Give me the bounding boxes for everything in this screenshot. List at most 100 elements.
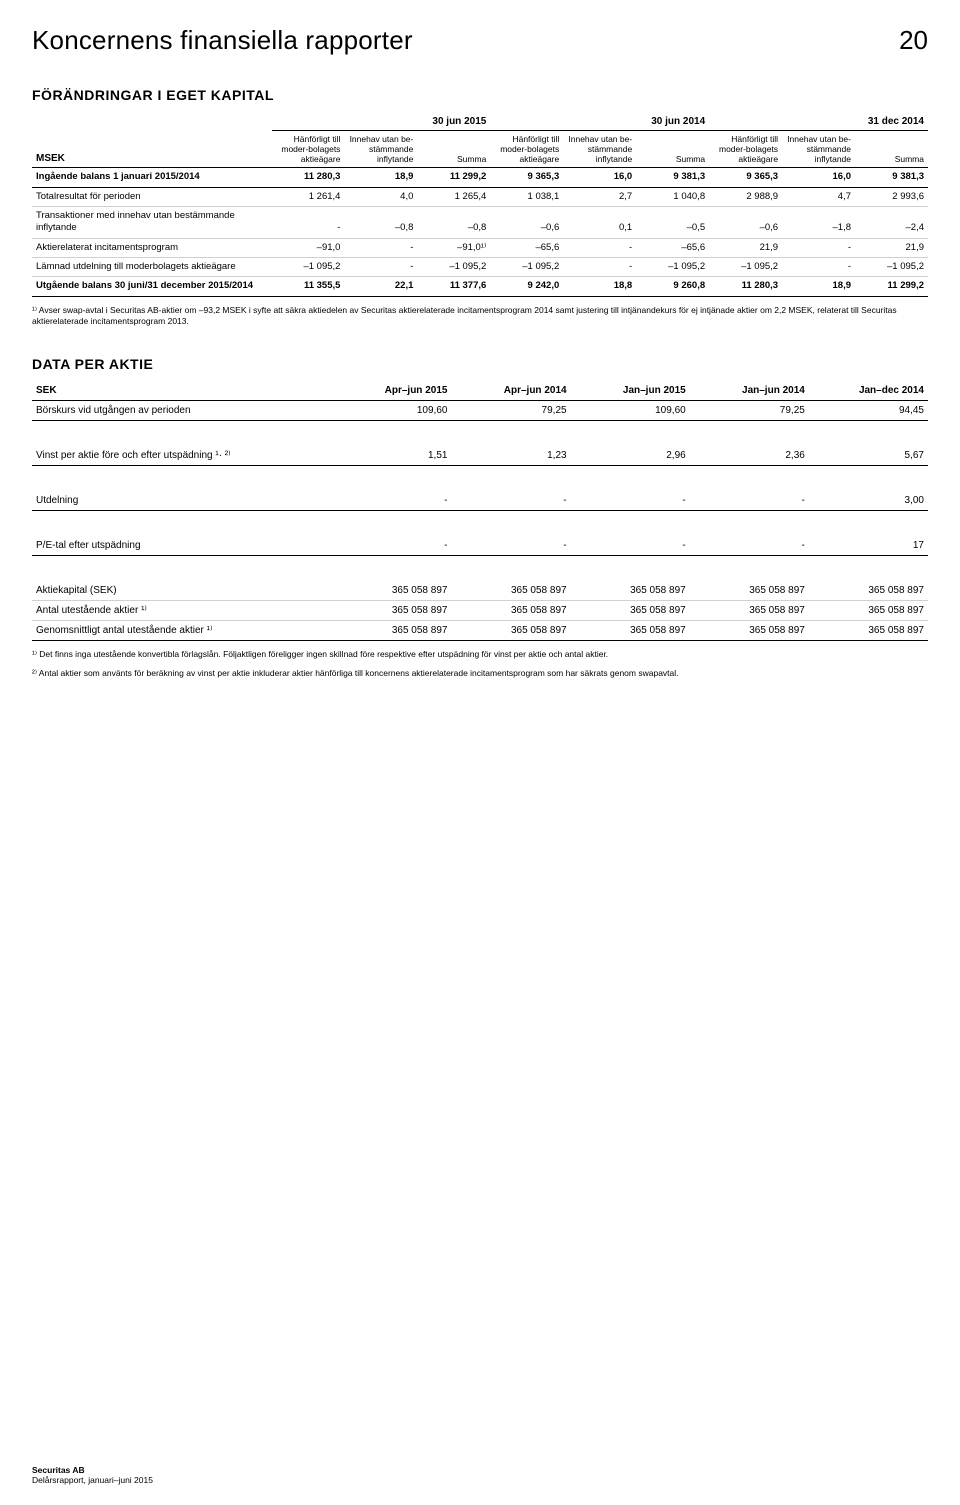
row-label: Antal utestående aktier ¹⁾ bbox=[32, 600, 332, 620]
page-number: 20 bbox=[899, 24, 928, 58]
dpa-header: Jan–jun 2014 bbox=[690, 381, 809, 401]
col-header: Innehav utan be-stämmande inflytande bbox=[782, 130, 855, 167]
table-row: Genomsnittligt antal utestående aktier ¹… bbox=[32, 620, 928, 640]
equity-table: 30 jun 2015 30 jun 2014 31 dec 2014 MSEK… bbox=[32, 112, 928, 297]
cell-value: 365 058 897 bbox=[809, 620, 928, 640]
cell-value: 109,60 bbox=[571, 400, 690, 420]
cell-value: - bbox=[571, 536, 690, 556]
cell-value: –0,8 bbox=[417, 206, 490, 238]
cell-value: 365 058 897 bbox=[451, 600, 570, 620]
table-row: Aktierelaterat incitamentsprogram–91,0-–… bbox=[32, 238, 928, 257]
cell-value: 9 365,3 bbox=[490, 168, 563, 187]
cell-value: 18,8 bbox=[563, 277, 636, 296]
spacer-row bbox=[32, 555, 928, 581]
cell-value: –1 095,2 bbox=[417, 258, 490, 277]
page-title: Koncernens finansiella rapporter bbox=[32, 24, 413, 58]
cell-value: 9 260,8 bbox=[636, 277, 709, 296]
cell-value: 11 280,3 bbox=[709, 277, 782, 296]
row-label: Börskurs vid utgången av perioden bbox=[32, 400, 332, 420]
cell-value: 109,60 bbox=[332, 400, 451, 420]
cell-value: –0,8 bbox=[344, 206, 417, 238]
col-header: Hänförligt till moder-bolagets aktieägar… bbox=[490, 130, 563, 167]
period-header: 30 jun 2014 bbox=[490, 112, 709, 131]
table-row: Utgående balans 30 juni/31 december 2015… bbox=[32, 277, 928, 296]
cell-value: 2 988,9 bbox=[709, 187, 782, 206]
cell-value: 365 058 897 bbox=[451, 581, 570, 601]
page-header: Koncernens finansiella rapporter 20 bbox=[32, 24, 928, 58]
cell-value: –1,8 bbox=[782, 206, 855, 238]
cell-value: 1 265,4 bbox=[417, 187, 490, 206]
cell-value: - bbox=[563, 258, 636, 277]
spacer-row bbox=[32, 420, 928, 446]
cell-value: 1,23 bbox=[451, 446, 570, 466]
table-row: Vinst per aktie före och efter utspädnin… bbox=[32, 446, 928, 466]
col-header: Hänförligt till moder-bolagets aktieägar… bbox=[709, 130, 782, 167]
cell-value: 365 058 897 bbox=[571, 620, 690, 640]
cell-value: 1 261,4 bbox=[272, 187, 345, 206]
cell-value: 22,1 bbox=[344, 277, 417, 296]
dpa-footnote-1: ¹⁾ Det finns inga utestående konvertibla… bbox=[32, 649, 928, 660]
cell-value: 9 381,3 bbox=[855, 168, 928, 187]
cell-value: 9 242,0 bbox=[490, 277, 563, 296]
cell-value: –2,4 bbox=[855, 206, 928, 238]
cell-value: - bbox=[332, 536, 451, 556]
table-row: Lämnad utdelning till moderbolagets akti… bbox=[32, 258, 928, 277]
cell-value: 2,36 bbox=[690, 446, 809, 466]
cell-value: 365 058 897 bbox=[451, 620, 570, 640]
cell-value: 9 365,3 bbox=[709, 168, 782, 187]
cell-value: 365 058 897 bbox=[690, 600, 809, 620]
cell-value: - bbox=[272, 206, 345, 238]
cell-value: –1 095,2 bbox=[272, 258, 345, 277]
row-label: Lämnad utdelning till moderbolagets akti… bbox=[32, 258, 272, 277]
row-label: Totalresultat för perioden bbox=[32, 187, 272, 206]
cell-value: –65,6 bbox=[636, 238, 709, 257]
table-row: Utdelning----3,00 bbox=[32, 491, 928, 511]
col-header: Summa bbox=[636, 130, 709, 167]
cell-value: 3,00 bbox=[809, 491, 928, 511]
cell-value: –1 095,2 bbox=[490, 258, 563, 277]
cell-value: –0,5 bbox=[636, 206, 709, 238]
cell-value: 365 058 897 bbox=[332, 620, 451, 640]
col-header: Innehav utan be-stämmande inflytande bbox=[344, 130, 417, 167]
row-label: Aktierelaterat incitamentsprogram bbox=[32, 238, 272, 257]
dpa-header-row: SEK Apr–jun 2015 Apr–jun 2014 Jan–jun 20… bbox=[32, 381, 928, 401]
dpa-header: Jan–dec 2014 bbox=[809, 381, 928, 401]
cell-value: 365 058 897 bbox=[332, 600, 451, 620]
cell-value: 5,67 bbox=[809, 446, 928, 466]
cell-value: 365 058 897 bbox=[690, 620, 809, 640]
cell-value: 4,0 bbox=[344, 187, 417, 206]
dpa-footnote-2: ²⁾ Antal aktier som använts för beräknin… bbox=[32, 668, 928, 679]
cell-value: 365 058 897 bbox=[809, 581, 928, 601]
table-row: P/E-tal efter utspädning----17 bbox=[32, 536, 928, 556]
cell-value: 16,0 bbox=[563, 168, 636, 187]
cell-value: 16,0 bbox=[782, 168, 855, 187]
cell-value: - bbox=[344, 238, 417, 257]
cell-value: - bbox=[571, 491, 690, 511]
cell-value: 79,25 bbox=[451, 400, 570, 420]
col-header: Summa bbox=[417, 130, 490, 167]
cell-value: - bbox=[782, 258, 855, 277]
table-row: Ingående balans 1 januari 2015/201411 28… bbox=[32, 168, 928, 187]
cell-value: 365 058 897 bbox=[690, 581, 809, 601]
cell-value: 9 381,3 bbox=[636, 168, 709, 187]
row-label: Vinst per aktie före och efter utspädnin… bbox=[32, 446, 332, 466]
dpa-table: SEK Apr–jun 2015 Apr–jun 2014 Jan–jun 20… bbox=[32, 381, 928, 641]
cell-value: 17 bbox=[809, 536, 928, 556]
row-label: Transaktioner med innehav utan bestämman… bbox=[32, 206, 272, 238]
row-label: Aktiekapital (SEK) bbox=[32, 581, 332, 601]
table-row: Transaktioner med innehav utan bestämman… bbox=[32, 206, 928, 238]
cell-value: –0,6 bbox=[490, 206, 563, 238]
cell-value: 2,96 bbox=[571, 446, 690, 466]
spacer-row bbox=[32, 510, 928, 536]
cell-value: –91,0¹⁾ bbox=[417, 238, 490, 257]
cell-value: –0,6 bbox=[709, 206, 782, 238]
dpa-header: Apr–jun 2015 bbox=[332, 381, 451, 401]
period-header: 30 jun 2015 bbox=[272, 112, 491, 131]
cell-value: 1 038,1 bbox=[490, 187, 563, 206]
cell-value: - bbox=[344, 258, 417, 277]
equity-subhead-row: MSEK Hänförligt till moder-bolagets akti… bbox=[32, 130, 928, 167]
cell-value: 2,7 bbox=[563, 187, 636, 206]
row-label: Ingående balans 1 januari 2015/2014 bbox=[32, 168, 272, 187]
dpa-header: Apr–jun 2014 bbox=[451, 381, 570, 401]
cell-value: - bbox=[451, 536, 570, 556]
